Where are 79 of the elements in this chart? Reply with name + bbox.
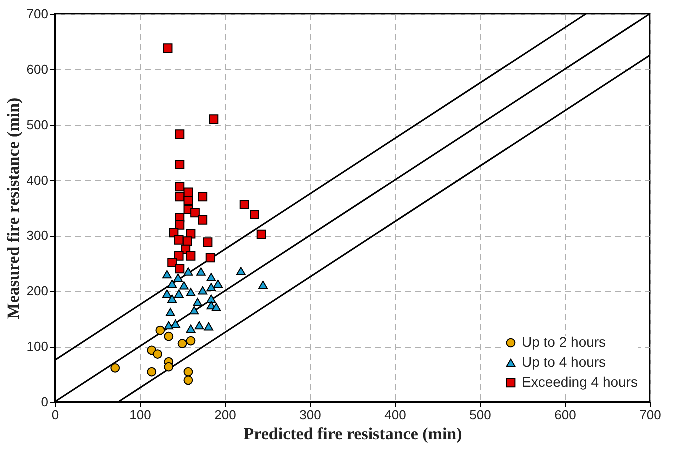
legend-label: Exceeding 4 hours [522,374,638,390]
point [186,336,196,346]
y-tick-label: 500 [26,117,48,132]
point [214,280,223,288]
x-tick-label: 0 [52,408,60,422]
point [198,216,208,225]
x-tick-label: 100 [130,408,152,422]
y-tick-label: 300 [26,228,48,244]
point [184,376,194,386]
point [162,290,172,298]
point [164,321,174,330]
point [209,114,219,124]
point [240,200,250,210]
x-tick-label: 200 [214,408,236,422]
point [184,196,194,206]
point [198,286,208,295]
point [206,253,216,263]
point [184,367,194,377]
y-tick-label: 700 [26,6,48,22]
point [196,268,206,276]
point [193,298,202,306]
point [178,339,188,348]
point [174,252,184,261]
point [166,308,176,316]
point [164,362,174,372]
point [184,268,194,276]
point [164,332,174,342]
x-tick-label: 500 [470,408,492,422]
point [198,192,208,202]
point [186,288,196,296]
point [168,258,177,268]
point [256,230,266,240]
point [250,210,260,220]
point [175,182,185,192]
x-tick-label: 400 [384,408,406,422]
point [186,324,196,333]
point [180,281,189,290]
point [182,236,192,246]
point [190,306,200,315]
point [156,326,166,336]
point [162,270,172,279]
point [147,367,157,377]
point [186,252,196,261]
point [110,364,120,373]
point [163,44,173,54]
point [258,280,268,290]
point [174,274,183,282]
point [203,238,213,248]
point [175,264,185,274]
y-tick-label: 600 [26,62,48,77]
point [174,290,184,298]
point [236,267,246,276]
y-tick-label: 400 [26,172,48,188]
point [206,273,216,282]
point [174,235,184,245]
point [206,294,216,304]
point [206,283,216,292]
point [168,294,177,304]
point [175,220,185,230]
point [171,320,180,328]
point [204,322,214,331]
y-tick-label: 100 [26,339,48,354]
x-axis-title: Predicted fire resistance (min) [244,424,462,444]
x-tick-label: 700 [640,408,662,422]
point [212,303,222,312]
point [190,208,200,218]
point [175,160,185,170]
point [194,321,204,330]
y-axis-title: Measured fire resistance (min) [4,98,23,320]
point [175,192,185,202]
x-tick-label: 300 [300,408,322,422]
legend-label: Up to 4 hours [522,354,606,370]
legend-label: Up to 2 hours [522,334,606,350]
y-tick-label: 0 [41,394,48,410]
point [175,130,185,139]
point [153,350,163,360]
x-tick-label: 600 [554,408,576,422]
y-tick-label: 200 [26,284,48,299]
point [168,280,177,288]
